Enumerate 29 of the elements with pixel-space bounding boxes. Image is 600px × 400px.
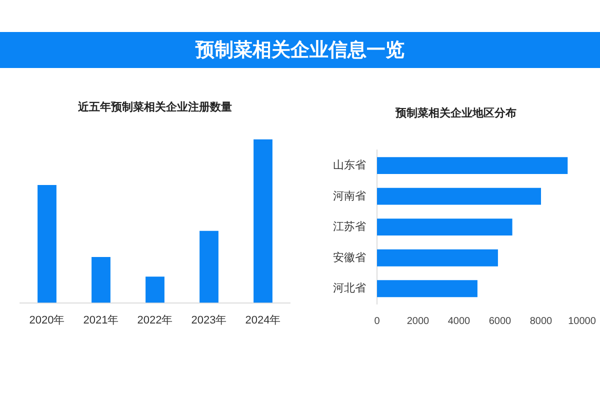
bar: [377, 218, 512, 236]
x-tick-label: 2023年: [191, 314, 227, 326]
bar: [377, 157, 568, 174]
text: 预制菜相关企业信息一览: [0, 32, 600, 68]
bar: [92, 256, 110, 303]
x-tick-label: 10000: [568, 316, 596, 327]
x-tick-label: 4000: [448, 316, 471, 327]
x-tick-label: 2024年: [245, 314, 281, 326]
bar: [38, 185, 56, 303]
chart-title: 近五年预制菜相关企业注册数量: [77, 100, 232, 114]
x-tick-label: 0: [374, 316, 380, 327]
bar: [377, 249, 498, 266]
x-tick-label: 2022年: [137, 314, 173, 326]
x-tick-label: 2021年: [83, 314, 119, 326]
y-tick-label: 安徽省: [333, 250, 366, 264]
x-tick-label: 6000: [488, 316, 512, 327]
x-tick-label: 2000: [406, 316, 430, 327]
bar: [377, 188, 541, 205]
y-tick-label: 山东省: [333, 158, 366, 172]
bar: [146, 276, 164, 303]
bar: [200, 230, 218, 303]
y-tick-label: 河南省: [333, 189, 366, 202]
y-tick-label: 江苏省: [333, 220, 366, 234]
bar: [254, 139, 272, 303]
y-tick-label: 河北省: [333, 282, 366, 295]
x-tick-label: 8000: [530, 316, 553, 327]
bar: [377, 280, 478, 298]
chart-title: 预制菜相关企业地区分布: [394, 106, 516, 120]
x-tick-label: 2020年: [29, 314, 65, 326]
